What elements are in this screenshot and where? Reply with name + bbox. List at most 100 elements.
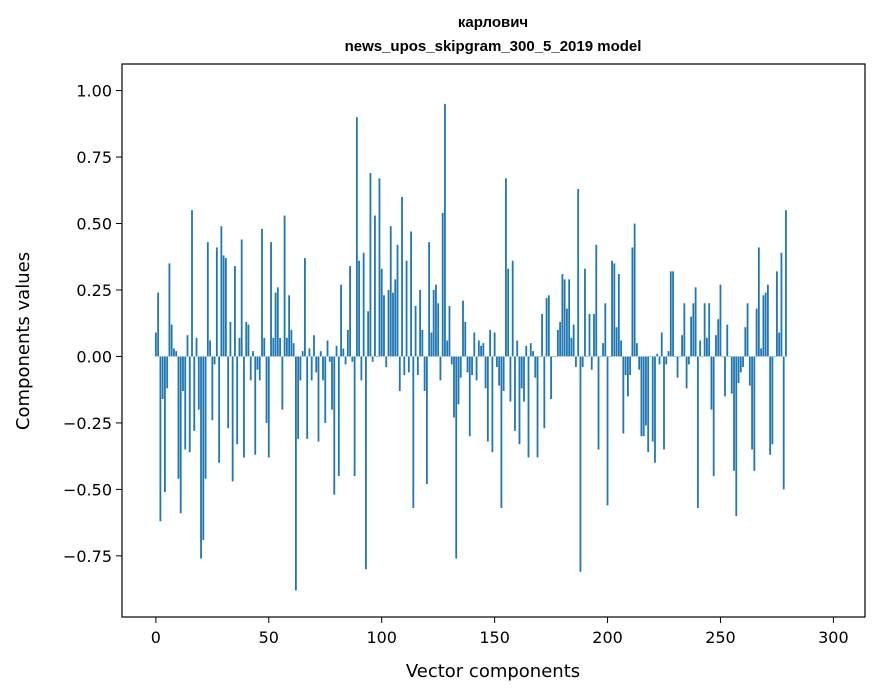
bar-256 <box>733 356 735 471</box>
bar-143 <box>477 340 480 357</box>
bar-186 <box>575 356 577 368</box>
bar-232 <box>678 356 681 358</box>
bar-91 <box>360 356 363 381</box>
bar-51 <box>270 242 272 357</box>
bar-257 <box>735 356 738 516</box>
bar-178 <box>556 329 559 357</box>
bar-33 <box>229 321 232 357</box>
bar-26 <box>213 356 216 365</box>
bar-82 <box>340 284 342 357</box>
bar-250 <box>719 284 722 357</box>
bar-61 <box>292 343 295 357</box>
bar-198 <box>602 343 604 357</box>
bar-4 <box>164 356 166 493</box>
bar-156 <box>507 268 510 357</box>
bar-21 <box>202 356 205 540</box>
y-axis-label: Components values <box>13 252 34 430</box>
bar-253 <box>726 324 729 357</box>
bar-72 <box>317 356 320 442</box>
bar-120 <box>425 356 428 485</box>
bar-37 <box>238 337 241 357</box>
bar-194 <box>593 313 595 357</box>
bar-48 <box>263 337 266 357</box>
bar-258 <box>737 356 740 384</box>
bar-275 <box>776 271 778 357</box>
bar-139 <box>468 356 471 437</box>
bar-55 <box>279 337 281 357</box>
bar-3 <box>161 356 164 399</box>
bar-154 <box>502 356 505 392</box>
bar-38 <box>240 239 243 357</box>
bar-212 <box>633 223 636 357</box>
bar-129 <box>446 340 449 357</box>
bar-87 <box>351 356 354 362</box>
bar-259 <box>739 356 742 373</box>
bar-245 <box>708 303 711 357</box>
bar-226 <box>665 356 668 365</box>
bar-199 <box>604 303 607 357</box>
y-axis: −0.75 −0.50 −0.25 0.00 0.25 0.50 0.75 1.00 <box>63 82 122 566</box>
bar-141 <box>473 332 476 357</box>
bar-189 <box>581 356 584 368</box>
bar-149 <box>491 356 494 453</box>
bar-188 <box>579 356 582 572</box>
x-tick-label: 300 <box>818 628 849 647</box>
y-tick-label: 0.00 <box>76 347 112 366</box>
bar-192 <box>588 313 591 357</box>
bar-58 <box>285 337 288 357</box>
x-tick-label: 200 <box>592 628 623 647</box>
bar-67 <box>306 356 309 439</box>
bar-219 <box>649 356 652 358</box>
bar-78 <box>331 356 333 410</box>
bar-249 <box>717 319 720 357</box>
bar-10 <box>177 356 180 479</box>
x-tick-label: 100 <box>366 628 397 647</box>
bar-160 <box>516 340 519 357</box>
bar-215 <box>640 356 643 437</box>
bar-208 <box>624 356 627 376</box>
bar-183 <box>568 279 571 357</box>
bar-247 <box>712 356 715 477</box>
bar-174 <box>547 295 550 357</box>
bar-23 <box>206 242 209 357</box>
bar-97 <box>374 215 376 357</box>
bar-99 <box>378 178 381 357</box>
bar-239 <box>694 287 697 357</box>
x-axis-label: Vector components <box>406 661 580 682</box>
bar-118 <box>421 329 424 357</box>
bar-89 <box>355 117 358 357</box>
bar-90 <box>358 260 361 357</box>
bar-157 <box>509 356 512 402</box>
bar-43 <box>252 351 254 357</box>
bar-68 <box>308 348 311 357</box>
bar-115 <box>414 305 417 357</box>
bar-80 <box>335 345 338 357</box>
bar-203 <box>613 263 616 357</box>
bar-135 <box>459 356 462 378</box>
bar-207 <box>622 356 625 434</box>
bar-63 <box>297 356 300 439</box>
chart-subtitle: news_upos_skipgram_300_5_2019 model <box>345 38 642 55</box>
bar-261 <box>744 327 747 357</box>
bar-246 <box>710 356 713 410</box>
bar-75 <box>324 356 327 423</box>
y-tick-label: −0.50 <box>63 480 112 499</box>
bar-62 <box>294 356 297 591</box>
bar-142 <box>475 356 478 381</box>
bar-148 <box>489 329 492 357</box>
bar-248 <box>715 335 717 357</box>
bar-53 <box>274 292 277 357</box>
bar-159 <box>514 356 516 431</box>
bar-123 <box>432 289 435 357</box>
bar-2 <box>159 356 162 522</box>
bar-130 <box>448 305 451 357</box>
bar-28 <box>218 356 221 463</box>
bar-222 <box>656 353 659 357</box>
bar-180 <box>561 274 564 357</box>
bar-220 <box>651 356 654 442</box>
bar-206 <box>620 340 622 357</box>
bar-260 <box>742 356 744 368</box>
bar-195 <box>595 244 598 357</box>
bar-242 <box>701 356 704 358</box>
